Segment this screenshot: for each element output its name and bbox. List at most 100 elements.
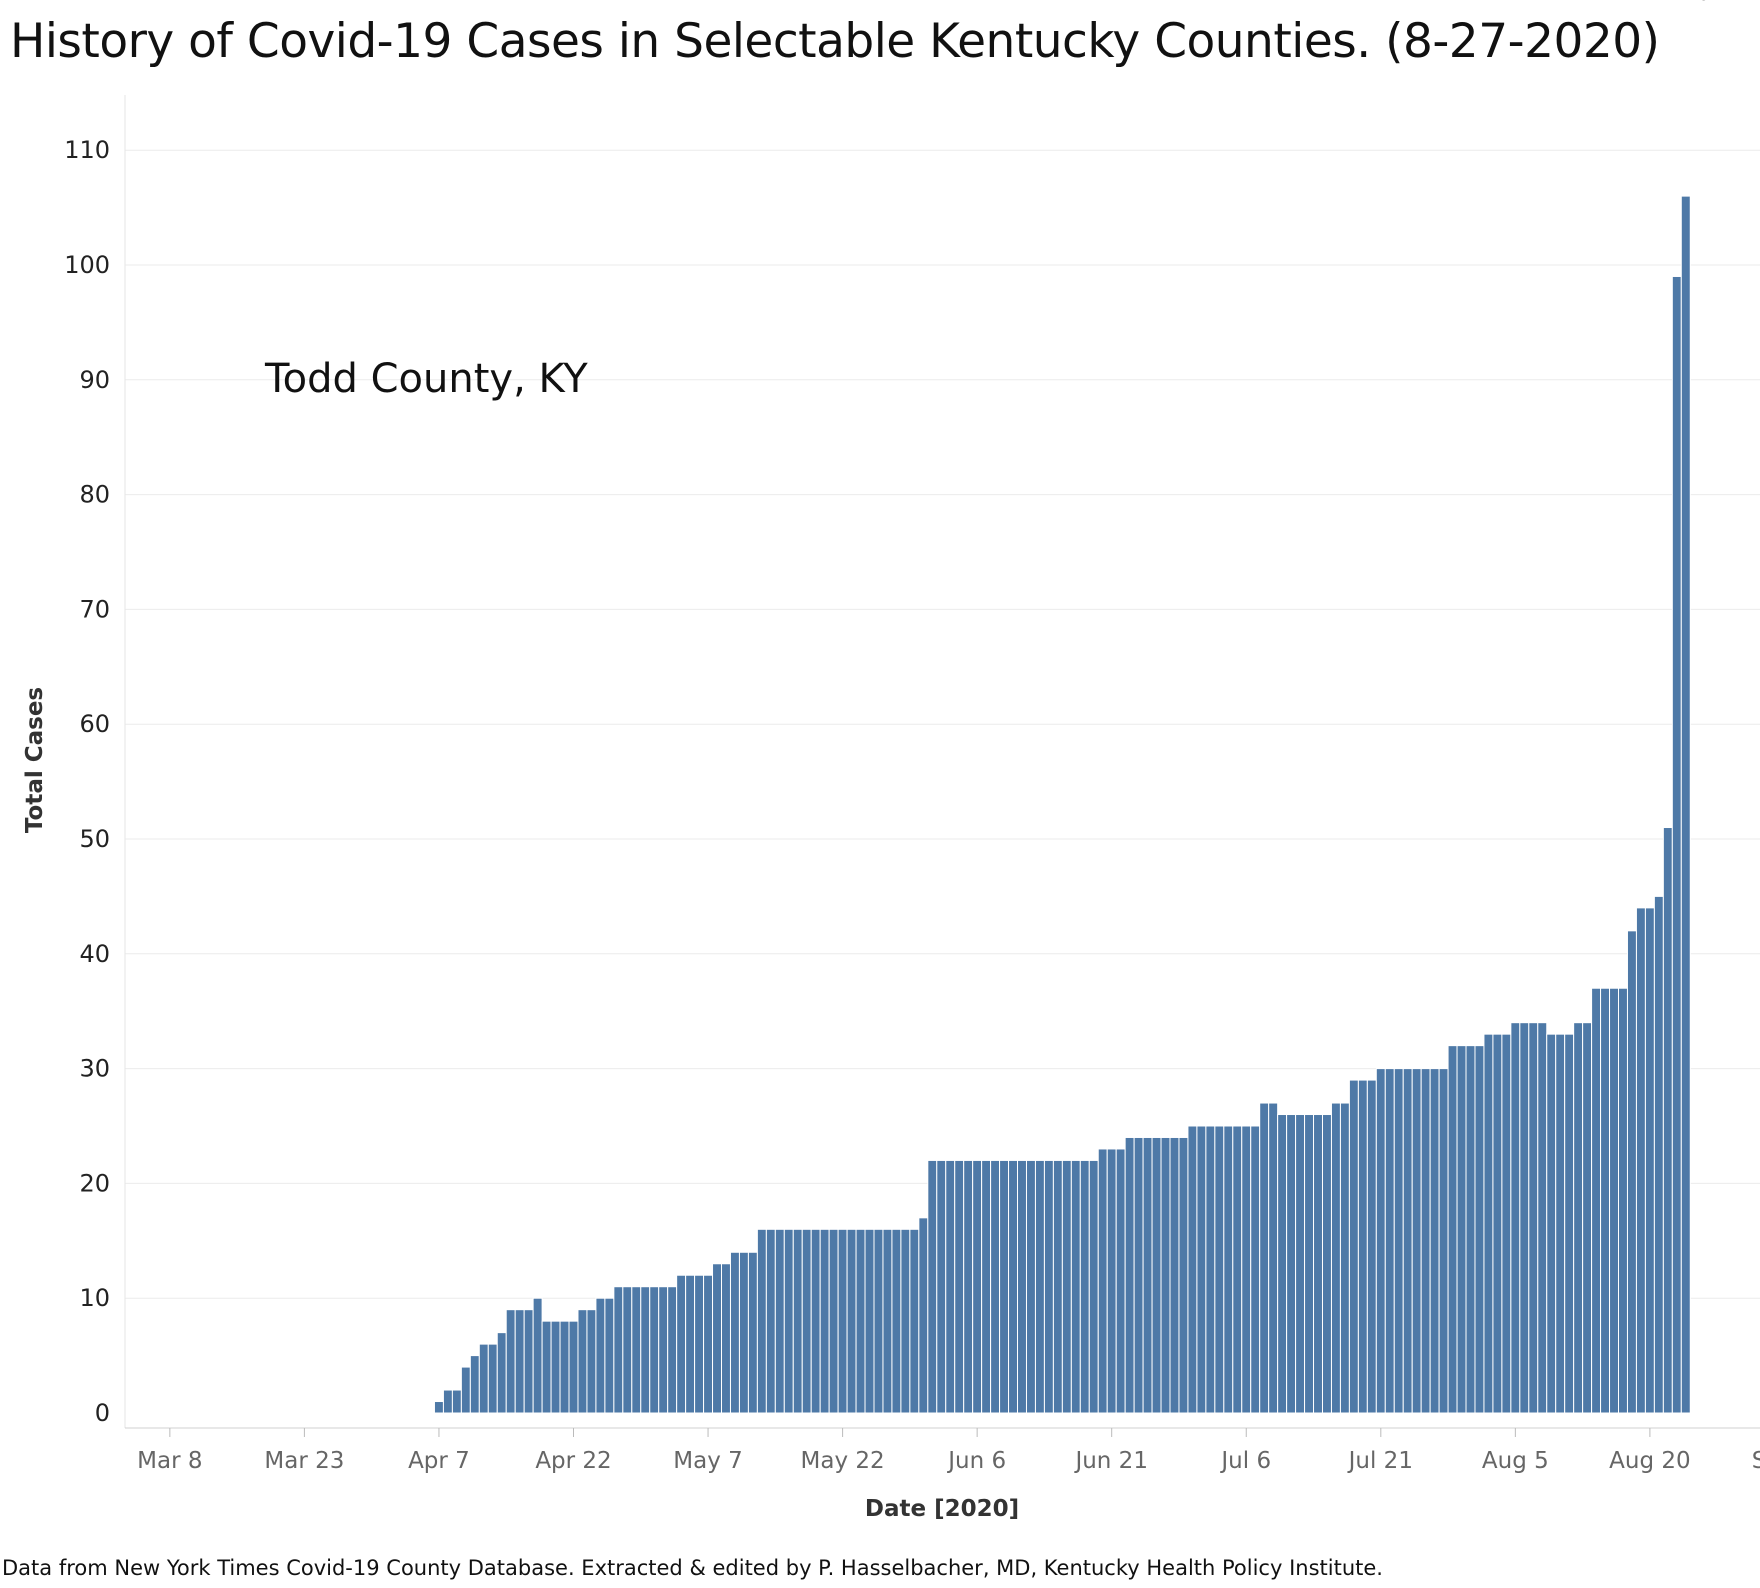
bar <box>1268 1102 1279 1414</box>
bar <box>1456 1045 1467 1414</box>
bar <box>792 1228 803 1414</box>
bar <box>1169 1136 1180 1414</box>
bar <box>1304 1114 1315 1414</box>
bar <box>640 1286 651 1414</box>
bar <box>1591 987 1602 1414</box>
bar <box>1474 1045 1485 1414</box>
bar <box>1402 1068 1413 1414</box>
bar <box>487 1343 498 1414</box>
bar <box>622 1286 633 1414</box>
bar <box>1017 1159 1027 1414</box>
bar <box>738 1251 749 1414</box>
bar <box>478 1343 489 1414</box>
bar <box>1411 1068 1422 1414</box>
bar <box>963 1159 974 1414</box>
bar <box>1277 1114 1288 1414</box>
bar <box>882 1228 893 1414</box>
bar <box>523 1309 534 1414</box>
bar <box>1564 1033 1575 1414</box>
bar <box>1653 895 1664 1414</box>
bar <box>819 1228 830 1414</box>
bar <box>1043 1159 1054 1414</box>
bar <box>1008 1159 1019 1414</box>
x-tick-label: Aug 5 <box>1482 1448 1549 1474</box>
bar <box>586 1309 597 1414</box>
bar <box>1061 1159 1072 1414</box>
bar <box>1196 1125 1207 1414</box>
bar <box>685 1274 696 1414</box>
y-tick-label: 50 <box>79 825 110 853</box>
y-axis-title: Total Cases <box>22 687 48 833</box>
y-tick-label: 30 <box>79 1055 110 1083</box>
bar <box>1088 1159 1099 1414</box>
x-tick-label: Jul 6 <box>1219 1448 1271 1474</box>
bar <box>1205 1125 1216 1414</box>
bar <box>1573 1022 1584 1414</box>
bar <box>649 1286 660 1414</box>
bar <box>568 1320 579 1414</box>
bar <box>604 1297 615 1414</box>
bar <box>469 1355 480 1414</box>
bar <box>1384 1068 1395 1414</box>
x-tick-label: May 7 <box>673 1448 743 1474</box>
bar <box>1178 1136 1189 1414</box>
bar <box>765 1228 776 1414</box>
bar <box>1662 827 1673 1414</box>
bar <box>433 1401 444 1414</box>
bar <box>864 1228 875 1414</box>
bar <box>774 1228 785 1414</box>
bar <box>559 1320 570 1414</box>
bar <box>1313 1114 1323 1414</box>
bar <box>918 1217 929 1414</box>
bar <box>541 1320 552 1414</box>
labels: 107 Total Cases Date [2020] Todd County, KY <box>22 0 1724 1522</box>
bar <box>1528 1022 1539 1414</box>
bar <box>1438 1068 1449 1414</box>
bar <box>1626 930 1637 1414</box>
bar <box>1151 1136 1162 1414</box>
bar <box>1052 1159 1063 1414</box>
y-tick-label: 60 <box>79 710 110 738</box>
bar <box>577 1309 588 1414</box>
bar <box>1635 907 1646 1414</box>
bar <box>747 1251 758 1414</box>
y-tick-label: 100 <box>64 251 110 279</box>
axes: 0 10 20 30 40 50 60 70 80 90 100 110 Mar 8 Mar 23 Apr … <box>64 95 1760 1474</box>
x-tick-label: Apr 22 <box>535 1448 611 1474</box>
bar <box>909 1228 920 1414</box>
bar <box>1330 1102 1341 1414</box>
bar <box>1250 1125 1261 1414</box>
x-tick-label: May 22 <box>801 1448 885 1474</box>
bar <box>613 1286 624 1414</box>
bar <box>721 1263 731 1414</box>
bar <box>1259 1102 1270 1414</box>
bar <box>999 1159 1010 1414</box>
county-annotation: Todd County, KY <box>264 356 588 402</box>
bar <box>927 1159 938 1414</box>
bar <box>694 1274 705 1414</box>
bar <box>729 1251 740 1414</box>
bar <box>442 1389 453 1414</box>
bar <box>1097 1148 1108 1414</box>
bar <box>801 1228 812 1414</box>
bar <box>1671 275 1682 1414</box>
bar <box>1609 987 1620 1414</box>
bar <box>496 1332 507 1414</box>
x-tick-label: Mar 23 <box>264 1448 344 1474</box>
x-tick-label: Jun 6 <box>946 1448 1006 1474</box>
x-tick-label: Apr 7 <box>408 1448 470 1474</box>
bar <box>1447 1045 1458 1414</box>
bar <box>1115 1148 1126 1414</box>
bar <box>1519 1022 1530 1414</box>
bar <box>756 1228 767 1414</box>
y-tick-label: 110 <box>64 136 110 164</box>
bar <box>1079 1159 1090 1414</box>
bar <box>1366 1079 1377 1414</box>
bar <box>783 1228 794 1414</box>
bar <box>1393 1068 1404 1414</box>
bar <box>936 1159 947 1414</box>
bar <box>532 1297 543 1414</box>
bar <box>828 1228 839 1414</box>
bar <box>1483 1033 1494 1414</box>
